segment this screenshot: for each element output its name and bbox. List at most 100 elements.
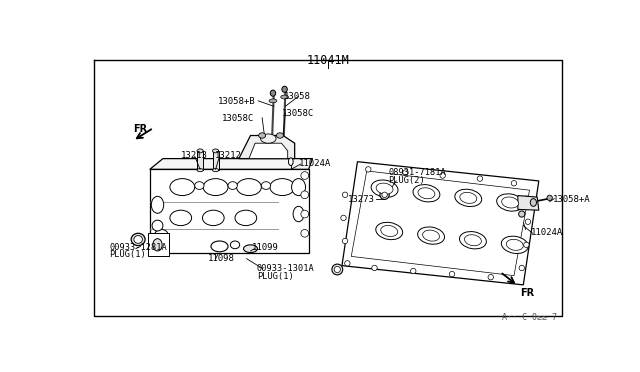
Ellipse shape <box>547 195 552 201</box>
Text: 13212: 13212 <box>215 151 242 160</box>
Ellipse shape <box>301 172 308 179</box>
Ellipse shape <box>488 275 493 280</box>
Text: PLUG(1): PLUG(1) <box>257 272 294 281</box>
Ellipse shape <box>270 90 276 96</box>
Ellipse shape <box>460 231 486 249</box>
Ellipse shape <box>212 169 219 172</box>
Ellipse shape <box>334 266 340 273</box>
Ellipse shape <box>292 179 305 196</box>
Ellipse shape <box>531 199 536 206</box>
Text: 11024A: 11024A <box>298 158 331 168</box>
Text: 11099: 11099 <box>252 243 279 252</box>
Ellipse shape <box>261 182 271 189</box>
Ellipse shape <box>524 242 529 247</box>
Ellipse shape <box>281 95 289 99</box>
Ellipse shape <box>282 86 287 92</box>
Ellipse shape <box>506 239 524 250</box>
Polygon shape <box>518 196 539 210</box>
Ellipse shape <box>212 149 219 153</box>
Ellipse shape <box>519 265 524 271</box>
Ellipse shape <box>153 239 162 251</box>
Ellipse shape <box>345 261 350 266</box>
Text: 08931-7181A: 08931-7181A <box>388 168 446 177</box>
Ellipse shape <box>371 180 398 197</box>
Ellipse shape <box>154 230 168 242</box>
Ellipse shape <box>382 192 387 198</box>
Ellipse shape <box>460 192 477 203</box>
Text: PLUG(2): PLUG(2) <box>388 176 425 185</box>
Ellipse shape <box>465 235 481 246</box>
Ellipse shape <box>276 133 284 138</box>
Ellipse shape <box>197 169 204 172</box>
Ellipse shape <box>422 230 440 241</box>
Polygon shape <box>148 233 169 256</box>
Ellipse shape <box>235 210 257 225</box>
Text: 13213: 13213 <box>180 151 207 160</box>
Ellipse shape <box>497 194 524 211</box>
Ellipse shape <box>376 222 403 240</box>
Ellipse shape <box>381 225 397 237</box>
Text: 13058+B: 13058+B <box>218 97 255 106</box>
Text: FR: FR <box>520 288 534 298</box>
Polygon shape <box>249 143 288 158</box>
Text: 00933-1281A: 00933-1281A <box>109 243 167 252</box>
Ellipse shape <box>237 179 261 196</box>
Polygon shape <box>150 169 308 253</box>
Ellipse shape <box>524 196 529 201</box>
Ellipse shape <box>301 210 308 218</box>
Ellipse shape <box>511 180 516 186</box>
Ellipse shape <box>518 211 525 217</box>
Ellipse shape <box>340 215 346 221</box>
Polygon shape <box>239 135 294 158</box>
Ellipse shape <box>152 220 163 231</box>
Polygon shape <box>150 158 312 169</box>
Text: 13058C: 13058C <box>282 109 314 118</box>
Ellipse shape <box>376 183 393 194</box>
Ellipse shape <box>195 182 204 189</box>
Ellipse shape <box>477 176 483 181</box>
Text: 11024A: 11024A <box>531 228 563 237</box>
Ellipse shape <box>418 227 445 244</box>
Ellipse shape <box>260 134 276 143</box>
Ellipse shape <box>228 182 237 189</box>
Ellipse shape <box>170 210 191 225</box>
Text: A·· C 0≥≥ 7: A·· C 0≥≥ 7 <box>502 313 557 322</box>
Text: 13058C: 13058C <box>222 114 254 123</box>
Text: 11098: 11098 <box>208 254 235 263</box>
Ellipse shape <box>413 185 440 202</box>
Ellipse shape <box>380 190 389 199</box>
Ellipse shape <box>151 196 164 213</box>
Ellipse shape <box>418 188 435 199</box>
Text: 11041M: 11041M <box>307 54 349 67</box>
Ellipse shape <box>342 192 348 198</box>
Ellipse shape <box>289 158 293 166</box>
Ellipse shape <box>342 238 348 244</box>
Ellipse shape <box>455 189 482 206</box>
Ellipse shape <box>365 167 371 172</box>
Polygon shape <box>197 151 204 170</box>
Polygon shape <box>351 171 529 276</box>
Ellipse shape <box>502 197 518 208</box>
Ellipse shape <box>501 236 528 253</box>
Ellipse shape <box>170 179 195 196</box>
Ellipse shape <box>244 245 257 253</box>
Ellipse shape <box>259 133 266 138</box>
Text: PLUG(1): PLUG(1) <box>109 250 146 259</box>
Ellipse shape <box>372 265 377 271</box>
Ellipse shape <box>134 235 142 243</box>
Ellipse shape <box>449 272 454 277</box>
Ellipse shape <box>301 191 308 199</box>
Text: 13058: 13058 <box>284 92 310 102</box>
Ellipse shape <box>204 179 228 196</box>
Ellipse shape <box>230 241 239 249</box>
Ellipse shape <box>131 233 145 246</box>
Text: 13273: 13273 <box>348 195 374 204</box>
Polygon shape <box>212 151 219 170</box>
Text: 13058+A: 13058+A <box>553 195 590 204</box>
Ellipse shape <box>301 230 308 237</box>
Ellipse shape <box>202 210 224 225</box>
Ellipse shape <box>211 241 228 252</box>
Ellipse shape <box>293 206 304 222</box>
Ellipse shape <box>440 173 445 178</box>
Ellipse shape <box>157 240 166 247</box>
